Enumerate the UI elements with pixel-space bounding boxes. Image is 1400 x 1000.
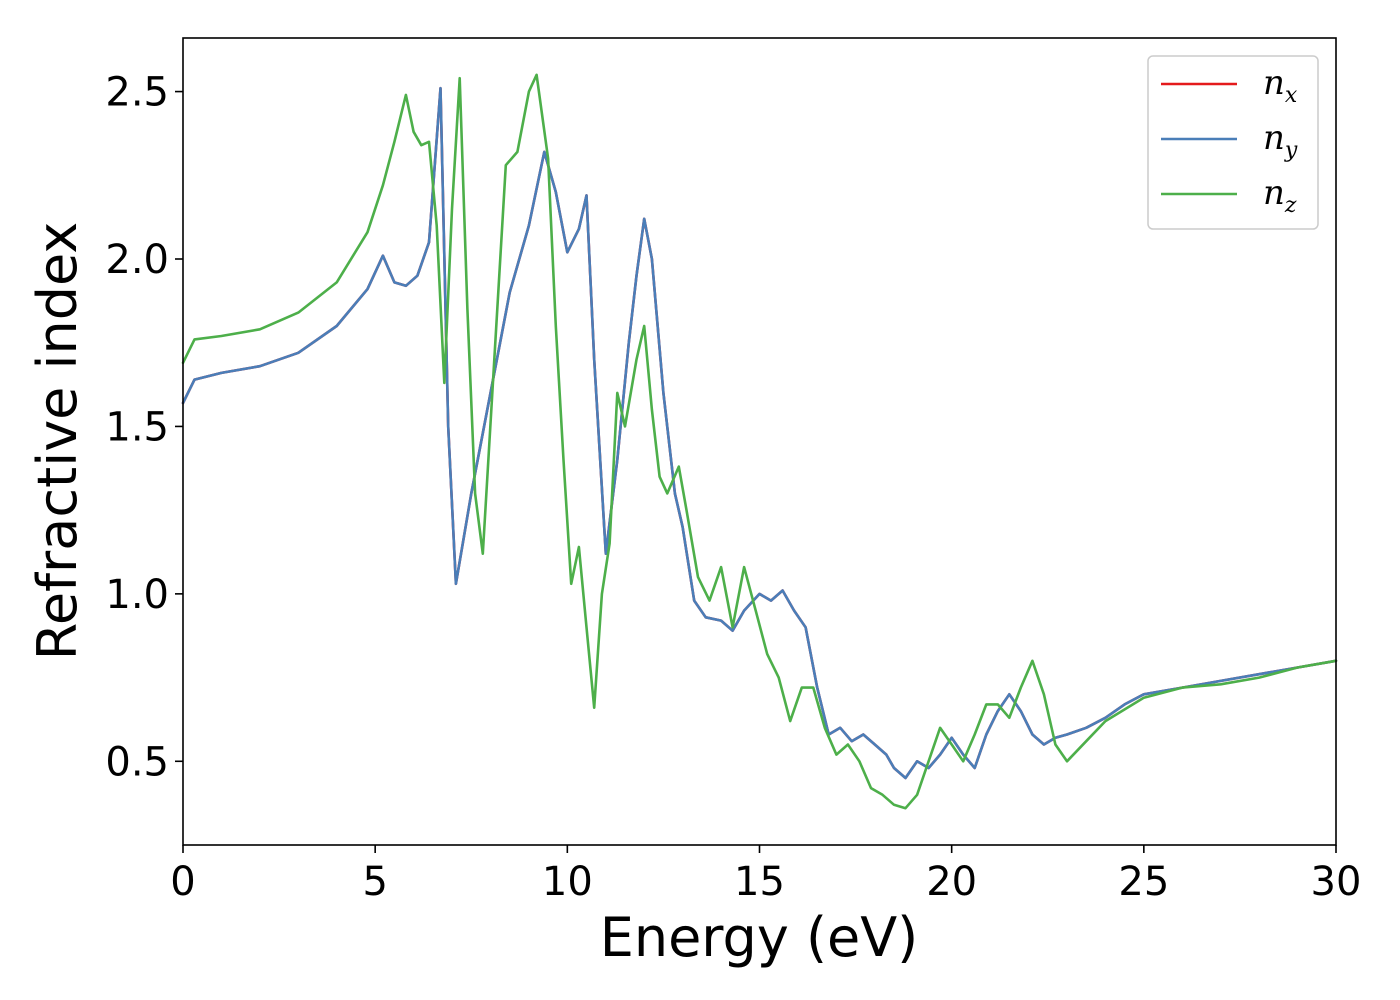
y-tick-label: 0.5 <box>105 739 169 785</box>
x-axis-ticks: 0 5 10 15 20 25 30 <box>170 845 1361 905</box>
y-tick-label: 1.5 <box>105 404 169 450</box>
plot-background <box>183 38 1336 845</box>
y-tick-label: 1.0 <box>105 572 169 618</box>
x-tick-label: 30 <box>1311 859 1362 905</box>
legend-label-x: nx <box>1263 63 1298 108</box>
x-tick-label: 20 <box>926 859 977 905</box>
x-tick-label: 0 <box>170 859 195 905</box>
legend: nx ny nz <box>1147 55 1319 230</box>
legend-label-z: nz <box>1263 173 1297 218</box>
y-tick-label: 2.5 <box>105 70 169 116</box>
legend-label-y: ny <box>1263 118 1298 163</box>
x-tick-label: 25 <box>1118 859 1169 905</box>
x-tick-label: 10 <box>542 859 593 905</box>
series-line-y <box>181 86 1338 780</box>
y-axis-title: Refractive index <box>26 222 89 661</box>
y-axis-ticks: 0.5 1.0 1.5 2.0 2.5 <box>105 70 183 785</box>
series-group <box>181 73 1338 810</box>
legend-box <box>1147 55 1319 230</box>
y-tick-label: 2.0 <box>105 237 169 283</box>
series-line-z <box>181 73 1338 810</box>
x-tick-label: 15 <box>734 859 785 905</box>
x-tick-label: 5 <box>362 859 387 905</box>
x-axis-title: Energy (eV) <box>600 906 919 969</box>
